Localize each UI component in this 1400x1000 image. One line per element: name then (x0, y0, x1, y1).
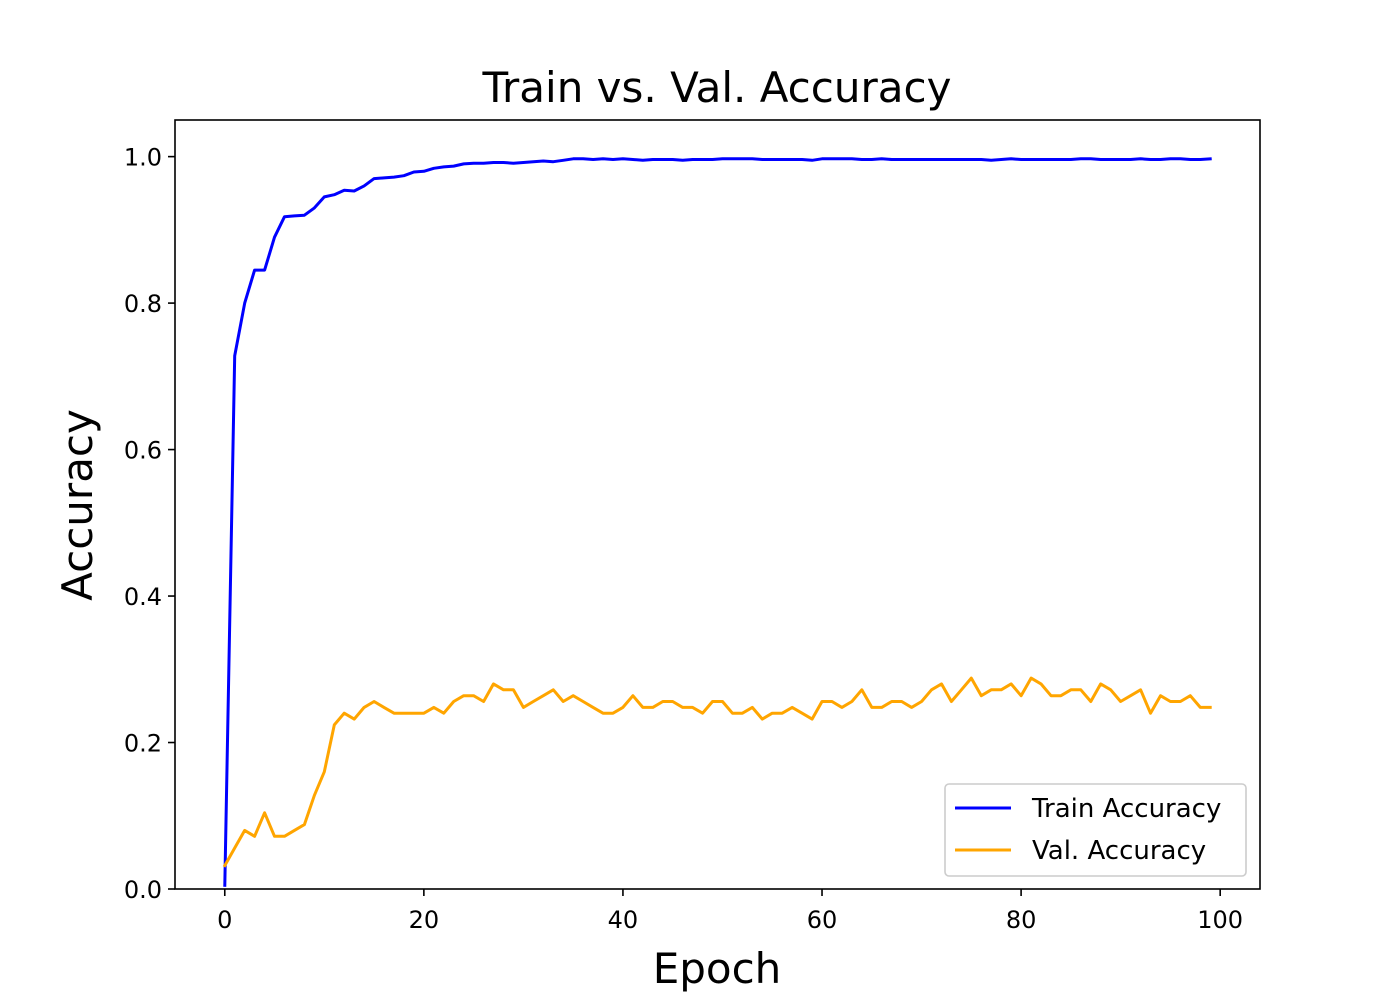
x-axis-label: Epoch (653, 944, 782, 993)
y-tick-label: 0.2 (124, 730, 162, 758)
y-axis-label: Accuracy (53, 409, 102, 601)
series-line-train-accuracy (223, 157, 1212, 887)
legend-label: Train Accuracy (1031, 794, 1221, 824)
legend-box (944, 783, 1247, 877)
legend: Train Accuracy Val. Accuracy (944, 783, 1247, 877)
chart-title: Train vs. Val. Accuracy (482, 63, 952, 112)
x-tick-label: 20 (409, 906, 440, 934)
x-tick-label: 100 (1197, 906, 1243, 934)
series-layer (222, 157, 1212, 887)
axis-ticks: 0 20 40 60 80 100 0.0 0.2 0.4 0.6 0.8 1.0 (124, 144, 1243, 934)
legend-label: Val. Accuracy (1032, 836, 1206, 866)
x-tick-label: 80 (1006, 906, 1037, 934)
y-tick-label: 0.8 (124, 290, 162, 318)
x-tick-label: 60 (807, 906, 838, 934)
y-tick-label: 0.6 (124, 437, 162, 465)
series-line-val-accuracy (222, 676, 1212, 868)
y-tick-label: 0.4 (124, 583, 162, 611)
y-tick-label: 1.0 (124, 144, 162, 172)
plot-area-frame (174, 119, 1261, 890)
x-tick-label: 40 (608, 906, 639, 934)
x-tick-label: 0 (217, 906, 232, 934)
y-tick-label: 0.0 (124, 876, 162, 904)
